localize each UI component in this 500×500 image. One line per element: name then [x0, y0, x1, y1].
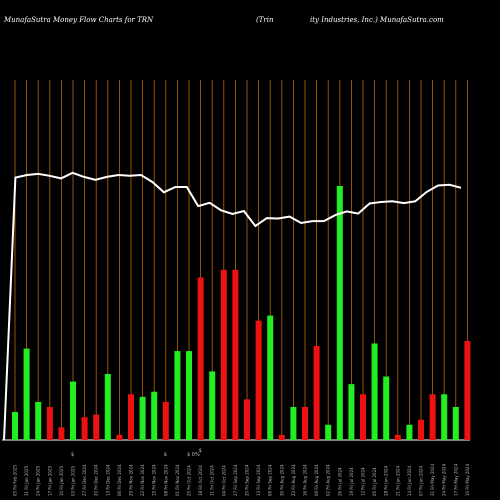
bar — [278, 434, 285, 440]
marker-label: $ — [164, 452, 167, 458]
bar — [394, 434, 401, 440]
x-tick-label: 01 Fri Nov 2024 — [175, 464, 180, 496]
bar — [313, 346, 320, 440]
x-tick-label: 17 Fri Jan 2025 — [47, 466, 52, 496]
x-tick-label: 27 Fri Dec 2024 — [82, 464, 87, 496]
bar — [406, 424, 413, 440]
bar — [35, 401, 42, 440]
bar — [371, 343, 378, 440]
bar — [104, 373, 111, 440]
x-tick-label: 28 Fri Jun 2024 — [384, 465, 389, 496]
x-tick-label: 19 Fri Jul 2024 — [349, 467, 354, 496]
x-tick-label: 31 Fri May 2024 — [430, 463, 435, 496]
bar — [23, 348, 30, 440]
x-tick-label: 11 Fri Oct 2024 — [210, 465, 215, 496]
x-tick-label: 13 Fri Dec 2024 — [105, 464, 110, 496]
x-tick-label: 03 Fri Feb 2025 — [13, 465, 18, 496]
x-tick-label: 23 Fri Aug 2024 — [291, 464, 296, 496]
bar — [360, 394, 366, 440]
bar — [348, 384, 355, 440]
x-tick-label: 17 Fri May 2024 — [453, 463, 458, 496]
bar — [116, 434, 123, 440]
bar — [325, 424, 332, 440]
chart-title-middle: (Trin — [256, 16, 274, 24]
x-tick-label: 06 Fri Sep 2024 — [268, 464, 273, 496]
x-tick-label: 18 Fri Oct 2024 — [198, 465, 203, 496]
x-tick-label: 04 Fri Oct 2024 — [221, 465, 226, 496]
x-tick-label: 10 Fri May 2024 — [465, 463, 470, 496]
x-tick-label: 29 Fri Nov 2024 — [129, 464, 134, 496]
x-tick-label: 14 Fri Jun 2024 — [407, 465, 412, 496]
bar — [209, 371, 216, 440]
chart-title-right: ity Industries, Inc.) MunafaSutra.com — [310, 16, 444, 24]
bar — [452, 406, 459, 440]
x-tick-label: 21 Fri Jun 2024 — [395, 465, 400, 496]
x-tick-label: 03 Fri Jan 2025 — [71, 466, 76, 496]
bar — [151, 391, 158, 440]
bar-series — [12, 186, 471, 440]
bar — [302, 406, 308, 440]
x-tick-label: 12 Fri Jul 2024 — [361, 467, 366, 496]
marker-label: $ 0% — [187, 452, 200, 458]
bar — [441, 394, 448, 440]
bar — [128, 394, 134, 440]
x-tick-label: 26 Fri Jul 2024 — [337, 467, 342, 496]
grid-lines — [14, 80, 468, 440]
x-tick-label: 25 Fri Oct 2024 — [187, 465, 192, 496]
bar — [70, 381, 76, 440]
marker-labels: $ $ $ 0%$ — [71, 448, 202, 458]
price-line — [3, 171, 462, 441]
bar — [429, 394, 436, 440]
x-tick-label: 30 Fri Aug 2024 — [279, 464, 284, 496]
bar — [383, 376, 390, 440]
x-tick-label: 16 Fri Aug 2024 — [303, 464, 308, 496]
bar — [139, 396, 146, 440]
bar — [418, 419, 424, 440]
x-tick-label: 05 Fri Jul 2024 — [372, 467, 377, 496]
x-tick-label: 24 Fri May 2024 — [442, 463, 447, 496]
bar — [174, 351, 181, 440]
bar — [290, 406, 297, 440]
bar — [244, 399, 250, 440]
x-tick-label: 15 Fri Nov 2024 — [152, 464, 157, 496]
bar — [186, 351, 192, 440]
x-tick-label: 09 Fri Aug 2024 — [314, 464, 319, 496]
bar — [220, 269, 227, 440]
bar — [267, 315, 274, 440]
bar — [464, 340, 471, 440]
chart-title: MunafaSutra Money Flow Charts for TRN — [3, 16, 154, 24]
x-tick-label: 13 Fri Sep 2024 — [256, 464, 261, 496]
bar — [46, 406, 53, 440]
x-tick-label: 31 Fri Jan 2025 — [24, 466, 29, 496]
x-tick-label: 24 Fri Jan 2025 — [36, 466, 41, 496]
bar — [197, 277, 204, 440]
x-tick-label: 27 Fri Sep 2024 — [233, 464, 238, 496]
bar — [81, 417, 88, 440]
bar — [12, 412, 18, 440]
x-tick-label: 22 Fri Nov 2024 — [140, 464, 145, 496]
bar — [162, 401, 169, 440]
x-tick-label: 07 Fri Jun 2024 — [419, 465, 424, 496]
x-tick-label: 02 Fri Aug 2024 — [326, 464, 331, 496]
bar — [58, 427, 65, 440]
x-tick-labels: 03 Fri Feb 2025 31 Fri Jan 2025 24 Fri Jan… — [13, 463, 470, 496]
x-tick-label: 08 Fri Nov 2024 — [163, 464, 168, 496]
bar — [336, 186, 343, 440]
x-tick-label: 20 Fri Sep 2024 — [245, 464, 250, 496]
bar — [232, 269, 239, 440]
x-tick-label: 20 Fri Dec 2024 — [94, 464, 99, 496]
bar — [255, 320, 262, 440]
bar — [93, 414, 100, 440]
marker-label: $ — [71, 452, 74, 458]
x-tick-label: 06 Fri Dec 2024 — [117, 464, 122, 496]
marker-label: $ — [199, 448, 202, 454]
x-tick-label: 10 Fri Jan 2025 — [59, 466, 64, 496]
